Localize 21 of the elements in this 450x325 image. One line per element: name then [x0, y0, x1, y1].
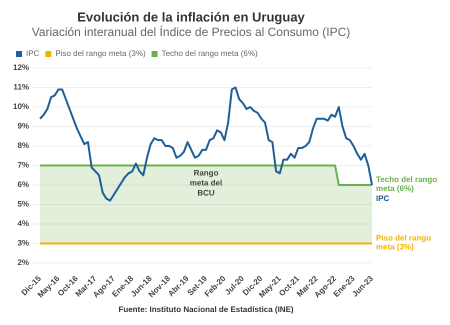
legend-label: Piso del rango meta (3%)	[55, 49, 146, 58]
y-tick-label: 4%	[17, 219, 30, 228]
source-note: Fuente: Instituto Nacional de Estadística (INE)	[118, 305, 294, 314]
text: IPC	[376, 194, 390, 204]
annotation: Rango meta del BCU	[190, 168, 222, 198]
y-tick-label: 2%	[17, 258, 30, 268]
text: Piso del rango meta (3%)	[376, 234, 432, 252]
y-tick-label: 8%	[17, 141, 30, 150]
chart-subtitle: Variación interanual del Índice de Precios al Consumo (IPC)	[32, 25, 350, 40]
y-tick-label: 3%	[17, 238, 30, 248]
y-tick-label: 7%	[17, 160, 30, 170]
legend-label: IPC	[26, 49, 40, 58]
y-tick-label: 12%	[12, 63, 30, 72]
y-tick-label: 10%	[12, 102, 30, 112]
y-tick-label: 6%	[17, 180, 30, 190]
y-tick-label: 5%	[17, 200, 30, 209]
legend-label: Techo del rango meta (6%)	[162, 49, 258, 58]
y-tick-label: 11%	[13, 82, 30, 92]
text: Techo del rango meta (6%)	[376, 175, 438, 194]
y-tick-label: 9%	[17, 122, 30, 131]
chart-title: Evolución de la inflación en Uruguay	[77, 9, 306, 24]
